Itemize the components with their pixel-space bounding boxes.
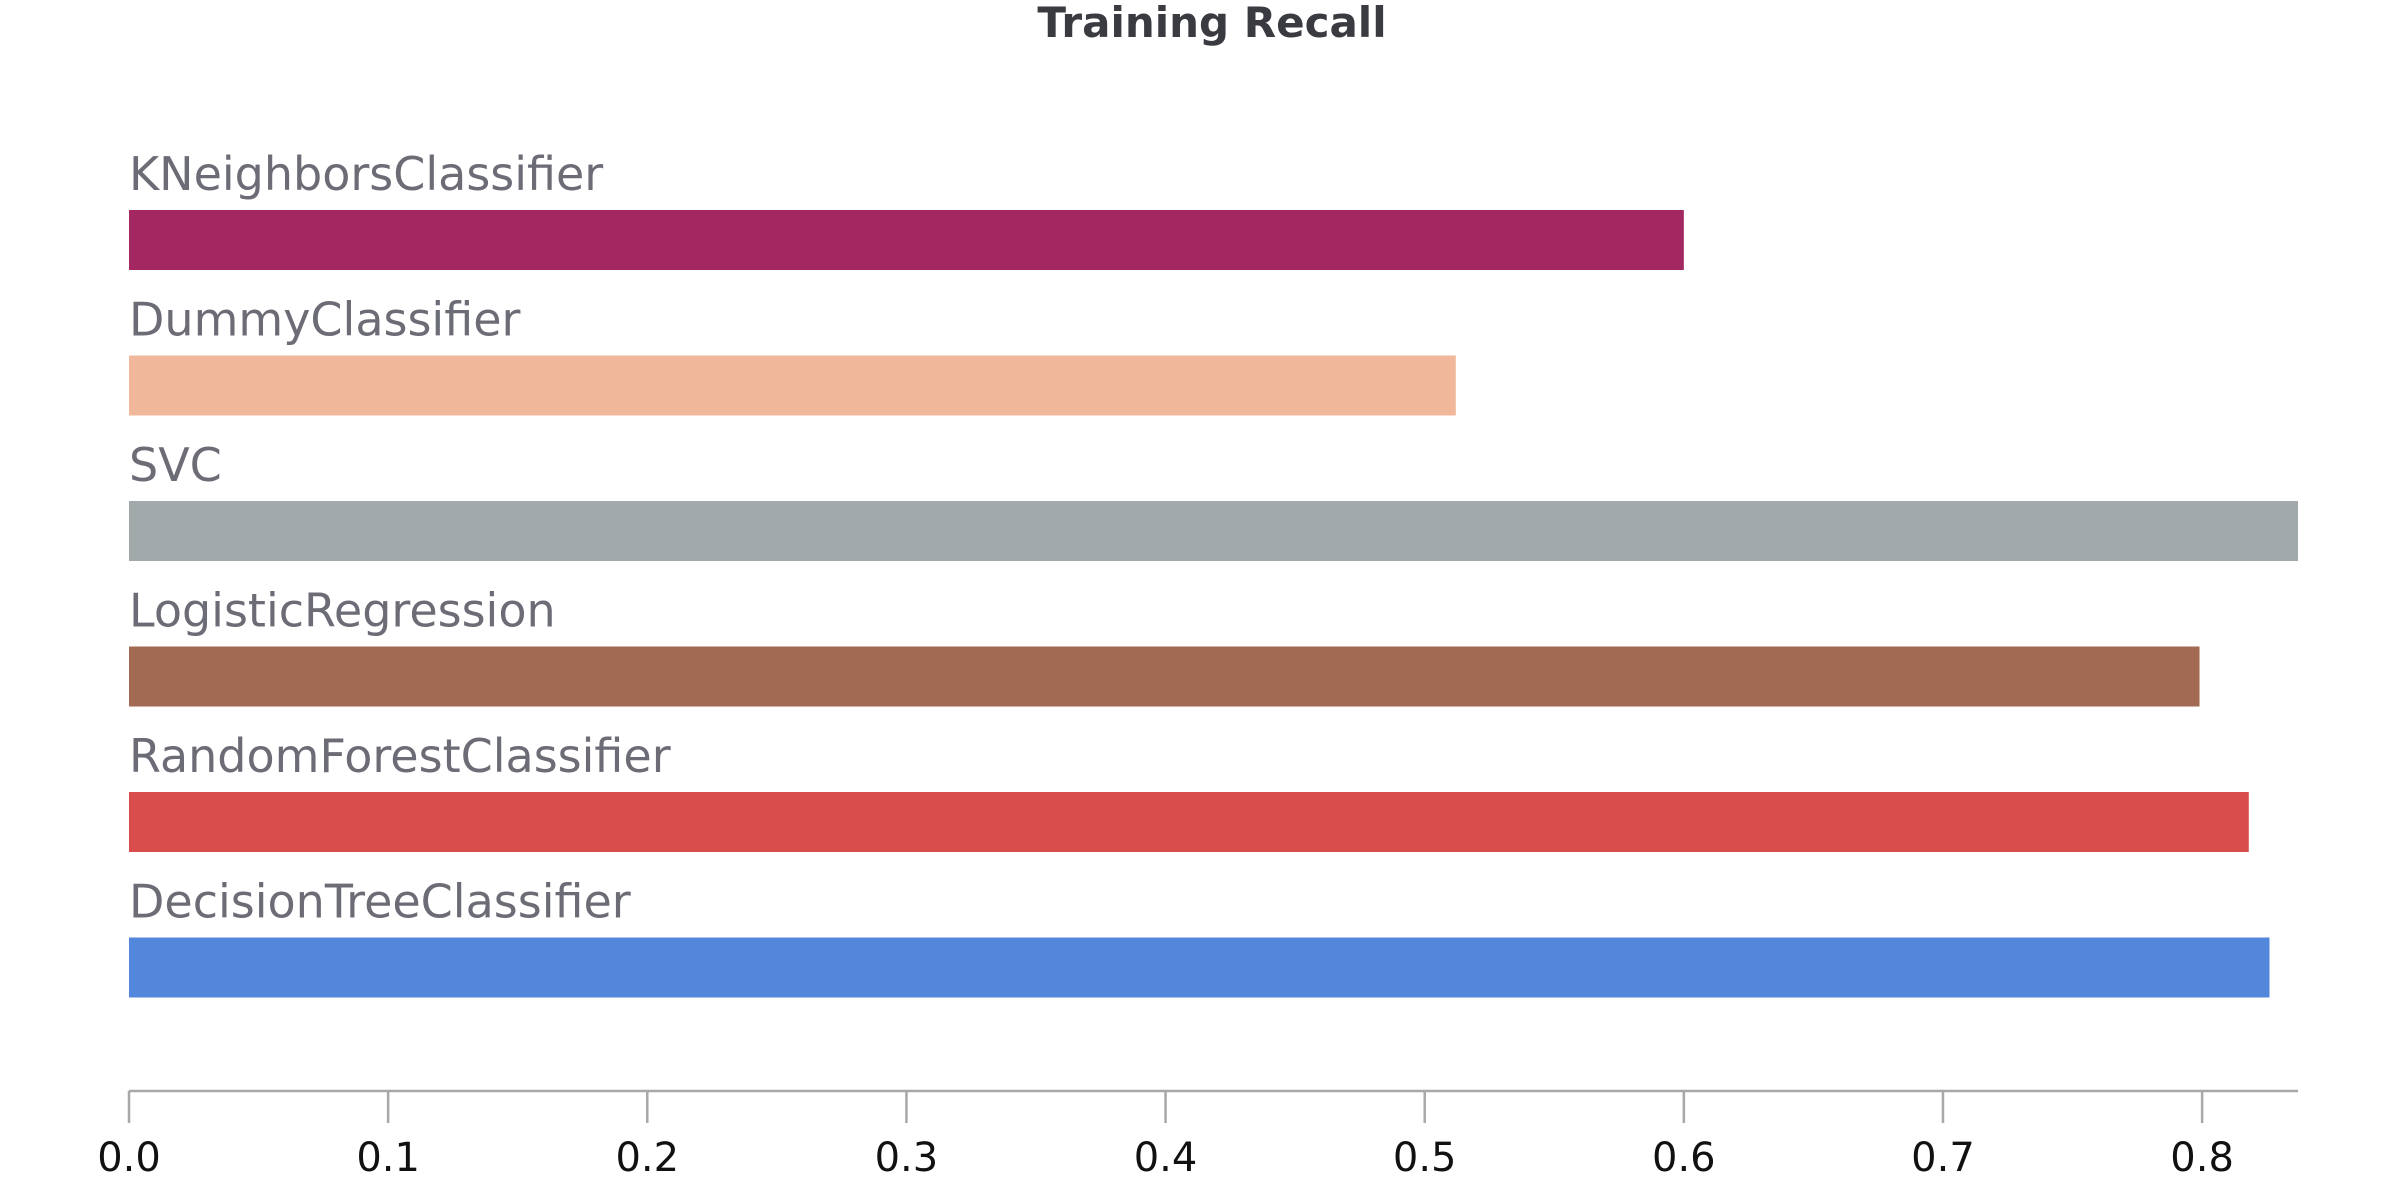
bar-dummyclassifier xyxy=(129,355,1456,416)
x-tick-label: 0.1 xyxy=(356,1135,420,1181)
bar-decisiontreeclassifier xyxy=(129,937,2270,998)
bar-label-dummyclassifier: DummyClassifier xyxy=(129,293,520,347)
x-axis: 0.0 0.1 0.2 0.3 0.4 0.5 0.6 0.7 0.8 xyxy=(97,1089,2298,1181)
x-tick-label: 0.4 xyxy=(1134,1135,1198,1181)
bar-label-decisiontreeclassifier: DecisionTreeClassifier xyxy=(129,875,631,929)
bar-label-svc: SVC xyxy=(129,438,222,492)
bar-randomforestclassifier xyxy=(129,792,2249,852)
bar-logisticregression xyxy=(129,646,2200,707)
x-axis-ticks: 0.0 0.1 0.2 0.3 0.4 0.5 0.6 0.7 0.8 xyxy=(97,1091,2234,1181)
chart-title: Training Recall xyxy=(1037,0,1386,47)
bar-label-randomforestclassifier: RandomForestClassifier xyxy=(129,729,671,783)
bar-label-logisticregression: LogisticRegression xyxy=(129,584,556,638)
bars-layer: KNeighborsClassifier DummyClassifier SVC Lo… xyxy=(129,147,2298,998)
bar-svc xyxy=(129,501,2298,561)
x-tick-label: 0.0 xyxy=(97,1135,161,1181)
x-tick-label: 0.7 xyxy=(1911,1135,1975,1181)
x-tick-label: 0.6 xyxy=(1652,1135,1716,1181)
x-tick-label: 0.3 xyxy=(875,1135,939,1181)
x-tick-label: 0.5 xyxy=(1393,1135,1457,1181)
x-tick-label: 0.8 xyxy=(2170,1135,2234,1181)
bar-label-kneighborsclassifier: KNeighborsClassifier xyxy=(129,147,603,201)
bar-kneighborsclassifier xyxy=(129,210,1684,270)
x-tick-label: 0.2 xyxy=(615,1135,679,1181)
